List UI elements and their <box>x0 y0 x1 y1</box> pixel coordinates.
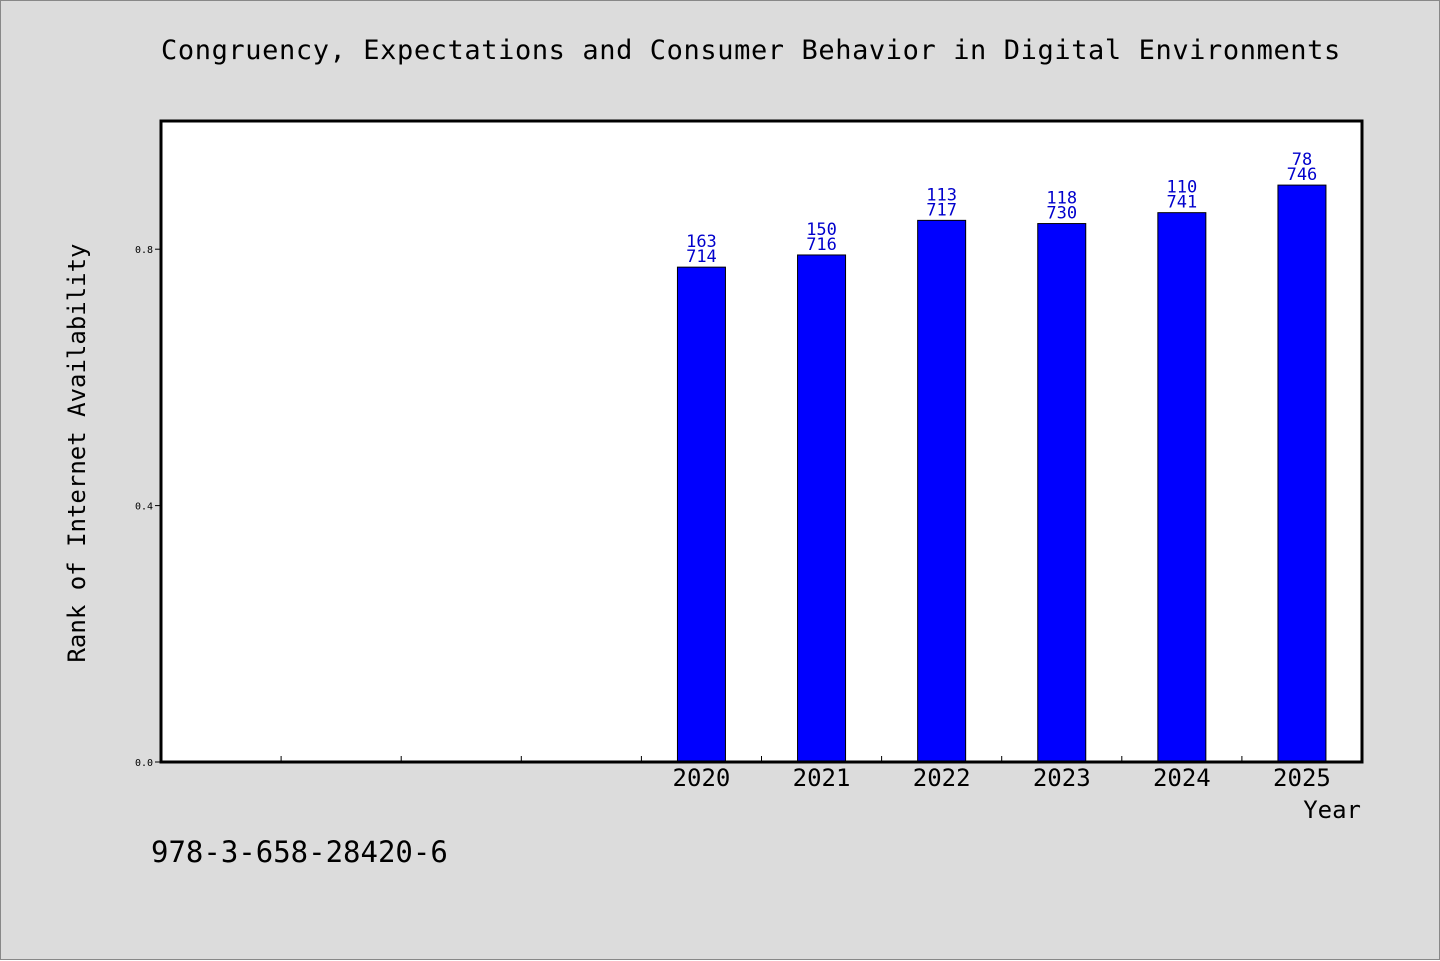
x-tick-labels: 2020 2021 2022 2023 2024 2025 <box>673 764 1331 792</box>
bar-label-top: 110 <box>1166 178 1197 198</box>
bar-2025 <box>1277 184 1327 763</box>
plot-frame <box>159 119 1364 764</box>
bar-label-bottom: 717 <box>926 200 957 220</box>
bar-label-bottom: 714 <box>686 247 717 267</box>
y-tick-label: 0.4 <box>135 502 153 513</box>
chart-title: Congruency, Expectations and Consumer Be… <box>161 35 1341 66</box>
y-tick-label: 0.8 <box>135 245 153 256</box>
bar-label-top: 163 <box>686 232 717 252</box>
bar-label-top: 118 <box>1046 189 1077 209</box>
y-tick-label: 0.0 <box>135 758 153 769</box>
bar-label-bottom: 746 <box>1287 165 1318 185</box>
bar-2022 <box>917 219 967 763</box>
x-tick-label: 2025 <box>1273 764 1331 792</box>
x-tick-label: 2024 <box>1153 764 1211 792</box>
bar-label-top: 113 <box>926 185 957 205</box>
bar-label-bottom: 716 <box>806 235 837 255</box>
x-tick-label: 2023 <box>1033 764 1091 792</box>
x-axis-label: Year <box>1303 796 1361 824</box>
bar-label-top: 150 <box>806 220 837 240</box>
x-tick-label: 2021 <box>793 764 851 792</box>
x-tick-label: 2022 <box>913 764 971 792</box>
y-axis-label: Rank of Internet Availability <box>63 243 91 662</box>
y-ticks: 0.0 0.4 0.8 <box>135 245 161 769</box>
bar-2020 <box>676 266 726 763</box>
bar-2024 <box>1157 212 1207 763</box>
bar-label-bottom: 730 <box>1046 204 1077 224</box>
bar-2023 <box>1037 223 1087 763</box>
x-tick-label: 2020 <box>673 764 731 792</box>
bar-label-bottom: 741 <box>1166 193 1197 213</box>
bar-2021 <box>797 254 847 763</box>
bar-label-top: 78 <box>1292 150 1312 170</box>
bars <box>676 184 1327 763</box>
isbn-footer: 978-3-658-28420-6 <box>151 835 448 869</box>
